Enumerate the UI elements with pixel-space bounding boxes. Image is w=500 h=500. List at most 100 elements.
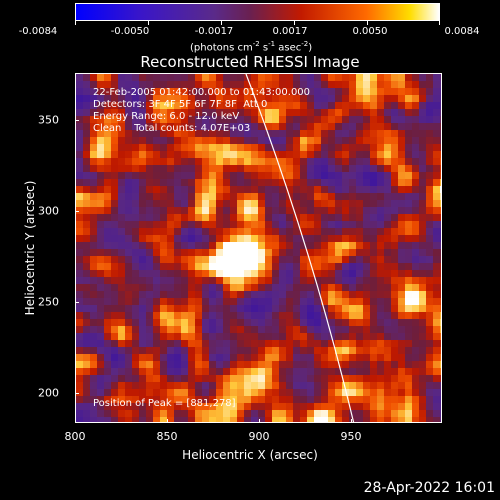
heatmap-cell (202, 137, 209, 144)
heatmap-cell (377, 116, 384, 123)
heatmap-cell (244, 263, 251, 270)
heatmap-cell (90, 396, 97, 403)
heatmap-cell (335, 186, 342, 193)
heatmap-cell (356, 396, 363, 403)
heatmap-cell (146, 109, 153, 116)
heatmap-cell (363, 375, 370, 382)
heatmap-cell (132, 263, 139, 270)
heatmap-cell (230, 368, 237, 375)
heatmap-cell (202, 298, 209, 305)
heatmap-cell (321, 340, 328, 347)
heatmap-cell (433, 186, 440, 193)
heatmap-cell (377, 242, 384, 249)
heatmap-cell (153, 235, 160, 242)
heatmap-cell (398, 123, 405, 130)
heatmap-cell (426, 165, 433, 172)
heatmap-cell (384, 270, 391, 277)
heatmap-cell (279, 88, 286, 95)
heatmap-cell (363, 172, 370, 179)
heatmap-cell (335, 340, 342, 347)
heatmap-cell (426, 298, 433, 305)
heatmap-cell (377, 81, 384, 88)
heatmap-cell (139, 137, 146, 144)
heatmap-cell (181, 326, 188, 333)
heatmap-cell (391, 144, 398, 151)
heatmap-cell (202, 130, 209, 137)
heatmap-cell (216, 137, 223, 144)
heatmap-cell (377, 186, 384, 193)
heatmap-cell (412, 256, 419, 263)
heatmap-cell (223, 130, 230, 137)
heatmap-cell (293, 102, 300, 109)
heatmap-cell (83, 305, 90, 312)
heatmap-cell (244, 333, 251, 340)
heatmap-cell (167, 200, 174, 207)
heatmap-cell (83, 228, 90, 235)
heatmap-cell (174, 81, 181, 88)
heatmap-cell (237, 151, 244, 158)
heatmap-cell (384, 347, 391, 354)
heatmap-cell (356, 228, 363, 235)
heatmap-cell (412, 74, 419, 81)
heatmap-cell (174, 319, 181, 326)
heatmap-cell (272, 305, 279, 312)
heatmap-cell (391, 361, 398, 368)
heatmap-cell (83, 403, 90, 410)
heatmap-cell (216, 151, 223, 158)
heatmap-cell (419, 109, 426, 116)
heatmap-cell (412, 88, 419, 95)
heatmap-cell (97, 193, 104, 200)
heatmap-cell (321, 179, 328, 186)
heatmap-cell (132, 137, 139, 144)
heatmap-cell (202, 179, 209, 186)
heatmap-cell (237, 417, 244, 422)
heatmap-cell (167, 193, 174, 200)
heatmap-cell (272, 74, 279, 81)
heatmap-cell (118, 354, 125, 361)
heatmap-cell (216, 410, 223, 417)
heatmap-cell (237, 102, 244, 109)
heatmap-cell (195, 340, 202, 347)
heatmap-cell (181, 305, 188, 312)
heatmap-cell (153, 221, 160, 228)
heatmap-cell (216, 368, 223, 375)
heatmap-cell (132, 242, 139, 249)
heatmap-cell (405, 165, 412, 172)
heatmap-cell (419, 214, 426, 221)
heatmap-cell (139, 116, 146, 123)
heatmap-cell (384, 354, 391, 361)
heatmap-cell (349, 410, 356, 417)
heatmap-cell (286, 172, 293, 179)
heatmap-cell (174, 354, 181, 361)
heatmap-cell (391, 81, 398, 88)
heatmap-cell (167, 102, 174, 109)
heatmap-cell (139, 361, 146, 368)
heatmap-cell (433, 256, 440, 263)
heatmap-cell (97, 347, 104, 354)
heatmap-cell (377, 270, 384, 277)
heatmap-cell (419, 116, 426, 123)
heatmap-cell (160, 277, 167, 284)
heatmap-cell (167, 81, 174, 88)
heatmap-cell (174, 389, 181, 396)
heatmap-cell (195, 368, 202, 375)
heatmap-cell (307, 382, 314, 389)
heatmap-cell (412, 319, 419, 326)
heatmap-cell (76, 375, 83, 382)
heatmap-cell (153, 403, 160, 410)
heatmap-cell (202, 74, 209, 81)
heatmap-cell (111, 249, 118, 256)
heatmap-cell (202, 354, 209, 361)
heatmap-cell (209, 200, 216, 207)
heatmap-cell (335, 319, 342, 326)
heatmap-cell (202, 319, 209, 326)
heatmap-cell (279, 102, 286, 109)
heatmap-cell (258, 186, 265, 193)
heatmap-cell (398, 95, 405, 102)
heatmap-cell (342, 312, 349, 319)
heatmap-cell (160, 403, 167, 410)
heatmap-cell (279, 81, 286, 88)
heatmap-cell (300, 263, 307, 270)
heatmap-cell (286, 144, 293, 151)
heatmap-cell (76, 326, 83, 333)
